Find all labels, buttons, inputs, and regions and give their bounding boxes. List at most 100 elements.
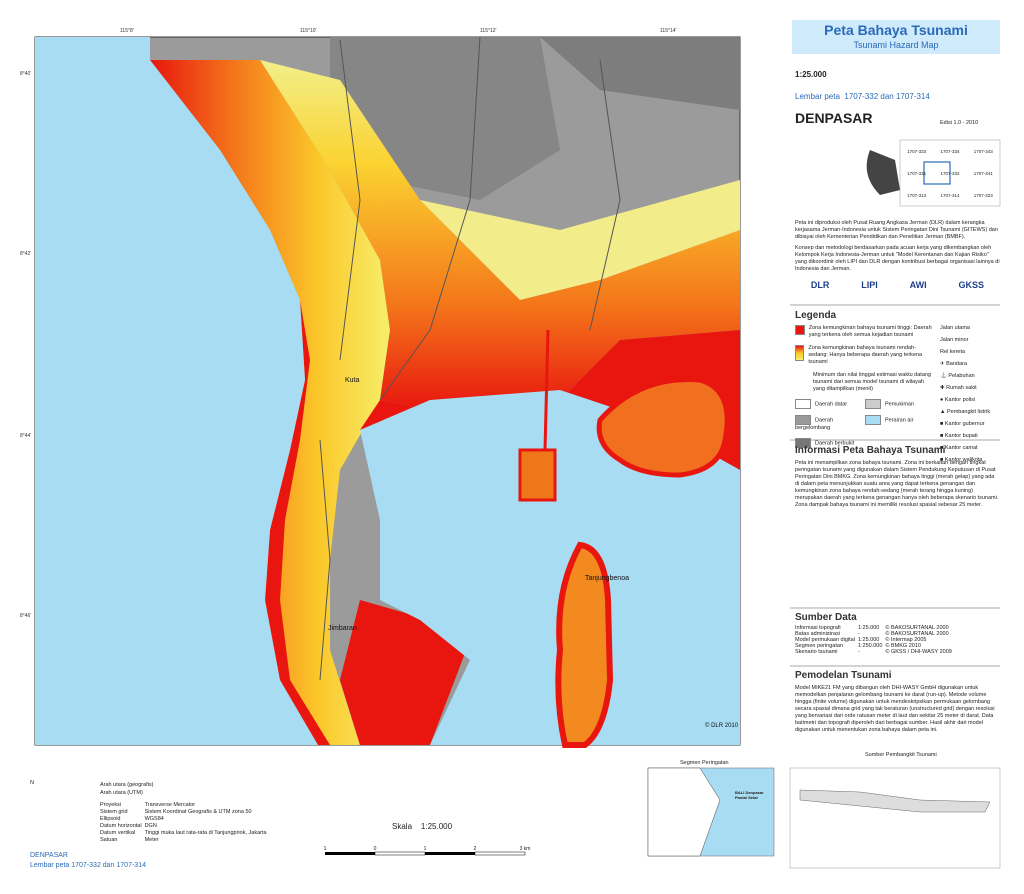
cell: © Intermap 2005 — [885, 637, 927, 643]
north-label: Arah utara (geografis) — [100, 782, 154, 788]
scale-segment — [425, 852, 475, 855]
causeway — [543, 329, 550, 451]
index-label: 1707-313 — [907, 192, 927, 198]
section-text: Peta ini menampilkan zona bahaya tsunami… — [795, 460, 999, 508]
index-label: 1707-341 — [973, 170, 993, 176]
terrain-swatch — [865, 399, 881, 409]
inset-title: Sumber Pembangkit Tsunami — [865, 752, 937, 758]
lon-label: 115°8' — [120, 28, 134, 34]
scale-label: 3 km — [520, 846, 531, 852]
place-label: Jimbaran — [328, 625, 357, 632]
urban — [540, 37, 740, 110]
index-label: 1707-323 — [973, 192, 993, 198]
cell: Batas administrasi — [795, 631, 840, 637]
cell: Datum horizontal — [100, 823, 142, 829]
title-box — [792, 20, 1000, 54]
legend-label: Bandara — [946, 361, 967, 367]
meta-table: Proyeksi Transverse Mercator Sistem grid S… — [100, 802, 270, 844]
legend-title: Legenda — [795, 310, 837, 321]
cell: 1:250.000 — [857, 643, 883, 649]
footer-place: DENPASAR — [30, 852, 68, 859]
legend-label: Perairan air — [885, 417, 914, 424]
scale-segment — [374, 851, 426, 856]
segment-land — [647, 767, 721, 857]
legend-label: Kantor polisi — [944, 397, 976, 403]
intro-text: Konsep dan metodologi berdasarkan pada a… — [795, 245, 1000, 272]
index-highlight — [923, 161, 951, 185]
sheet-label: Lembar peta — [795, 92, 840, 101]
legend-label: Jalan utama — [940, 325, 970, 331]
hazard-zone — [420, 180, 740, 300]
scale-label: Skala — [392, 822, 413, 831]
intro-text: Peta ini diproduksi oleh Pusat Ruang Ang… — [795, 220, 998, 240]
terrain-swatch — [795, 438, 811, 448]
index-label: 1707-314 — [940, 192, 960, 198]
section-title: Informasi Peta Bahaya Tsunami — [795, 445, 946, 456]
cell: Meter — [144, 837, 159, 843]
lat-label: 8°40' — [20, 71, 31, 77]
cell: © BMKG 2010 — [885, 643, 921, 649]
cell: - — [857, 649, 860, 655]
scale-segment — [474, 851, 526, 856]
lat-label: 8°42' — [20, 251, 31, 257]
place: DENPASAR — [795, 110, 873, 126]
copyright: © DLR 2010 — [705, 722, 739, 729]
legend-label: Daerah datar — [815, 401, 848, 408]
scale-labels: 1 0 1 2 3 km — [324, 846, 531, 852]
road — [589, 59, 621, 331]
logo: GKSS — [958, 280, 985, 290]
edition: Edisi 1.0 - 2010 — [940, 120, 979, 126]
index-label: 1707-334 — [940, 148, 960, 154]
logo: LIPI — [861, 280, 878, 290]
inset-title: Segmen Peringatan — [680, 760, 729, 766]
logo: AWI — [909, 280, 927, 290]
cell: Satuan — [100, 837, 118, 843]
cell: © GKSS / DHI-WASY 2009 — [885, 649, 952, 655]
cell: WGS84 — [144, 816, 164, 822]
roads — [319, 36, 621, 681]
hazard-swatch — [795, 345, 805, 361]
terrain-swatch — [795, 415, 811, 425]
title: Peta Bahaya Tsunami — [824, 22, 968, 38]
footer-sheet: Lembar peta 1707-332 dan 1707-314 — [30, 862, 146, 869]
hazard-zone — [260, 60, 740, 410]
terrain-swatch — [865, 415, 881, 425]
index-label: 1707-332 — [940, 170, 960, 176]
frame-labels: 115°8' 115°10' 115°12' 115°14' 8°40' 8°4… — [20, 28, 677, 619]
legend-label: Zona kemungkinan bahaya tsunami rendah-s… — [808, 345, 923, 365]
hazard-zone — [150, 60, 390, 745]
scale: 1:25.000 — [795, 70, 827, 79]
cell: Skenario tsunami — [795, 649, 838, 655]
cell: © BAKOSURTANAL 2000 — [885, 631, 949, 637]
legend-label: Daerah bergelombang — [795, 417, 834, 431]
road — [319, 439, 331, 681]
cell: Sistem Koordinat Geografis & UTM zona 50 — [144, 809, 252, 815]
cell: Datum vertikal — [100, 830, 136, 836]
lon-label: 115°12' — [480, 28, 497, 34]
source-inset — [789, 767, 1001, 869]
sea — [35, 37, 318, 745]
place-label: Kuta — [345, 377, 360, 384]
hazard-swatch — [795, 325, 805, 335]
section-title: Pemodelan Tsunami — [795, 670, 892, 681]
north-label: N — [30, 780, 34, 786]
scale-label: 0 — [374, 846, 377, 852]
index-label: 1707-331 — [907, 170, 927, 176]
sources-table: Informasi topografi 1:25.000 © BAKOSURTANA… — [795, 625, 955, 655]
cell: - — [857, 631, 860, 637]
cell: Segmen peringatan — [795, 643, 844, 649]
legend-label: Kantor bupati — [944, 433, 978, 439]
legend-label: Jalan minor — [940, 337, 969, 343]
peninsula — [555, 541, 614, 748]
sea — [360, 390, 740, 745]
legend-label: Pemukiman — [885, 401, 915, 408]
legend-label: Minimum dan nilai tinggal estimasi waktu… — [813, 372, 932, 392]
cell: DGN — [144, 823, 157, 829]
north-label: Arah utara (UTM) — [100, 790, 143, 796]
scale-segment — [325, 852, 375, 855]
cell: 1:25.000 — [857, 625, 880, 631]
lon-label: 115°14' — [660, 28, 677, 34]
sheet-numbers: 1707-332 dan 1707-314 — [844, 92, 930, 101]
